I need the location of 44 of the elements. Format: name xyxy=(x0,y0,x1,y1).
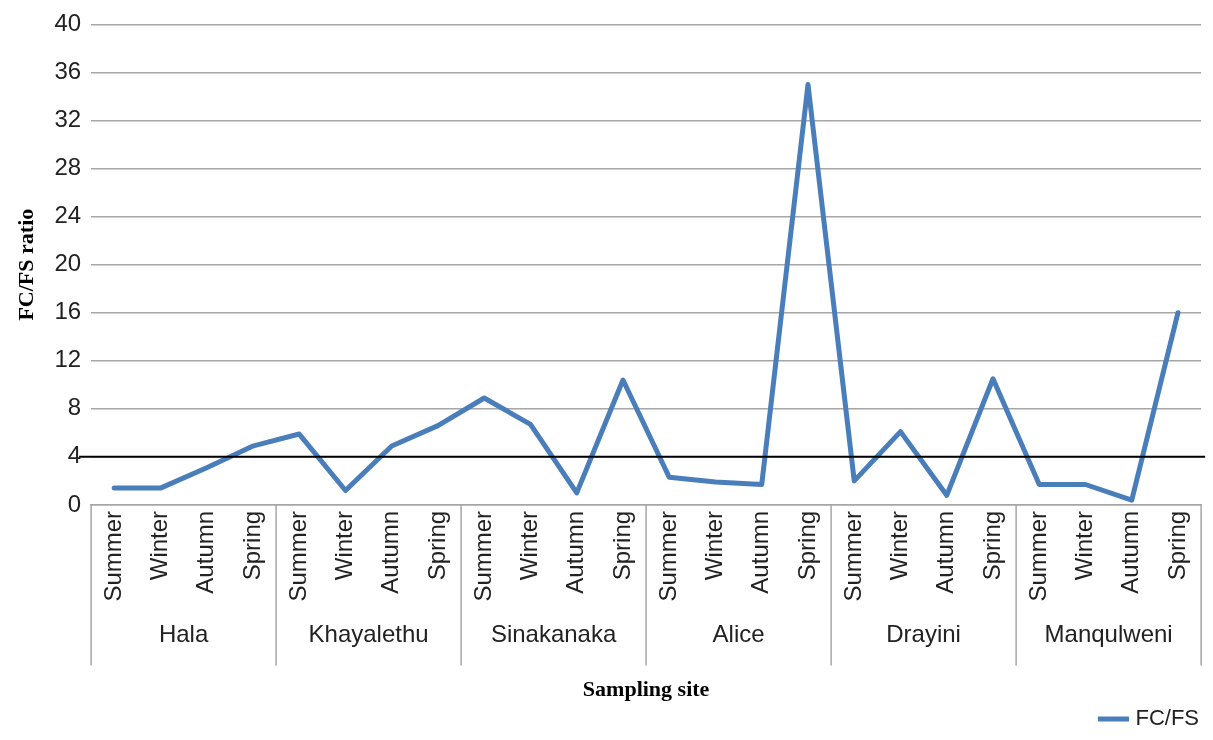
x-tick-label: Winter xyxy=(1070,510,1098,581)
text: Sinakanaka xyxy=(490,620,617,648)
x-tick-label: Winter xyxy=(515,510,543,581)
x-tick-label: Autumn xyxy=(1116,510,1144,594)
x-tick-label: Winter xyxy=(885,510,913,581)
y-axis-title: FC/FS ratio xyxy=(12,208,38,321)
x-tick-label: Autumn xyxy=(376,510,404,594)
x-tick-label: Summer xyxy=(1023,510,1051,602)
y-tick-label: 8 xyxy=(67,393,82,421)
x-tick-label: Spring xyxy=(792,510,820,581)
x-tick-label: Autumn xyxy=(931,510,959,594)
text: Alice xyxy=(712,620,765,648)
y-tick-label: 0 xyxy=(67,489,82,517)
y-tick-label: 20 xyxy=(54,249,82,277)
x-tick-label: Summer xyxy=(283,510,311,602)
x-tick-label: Winter xyxy=(700,510,728,581)
x-tick-label: Spring xyxy=(237,510,265,581)
x-tick-label: Autumn xyxy=(561,510,589,594)
y-tick-label: 28 xyxy=(54,153,82,181)
text: Khayalethu xyxy=(308,620,429,648)
x-axis-title: Sampling site xyxy=(582,676,710,702)
y-tick-label: 40 xyxy=(54,9,82,37)
x-tick-label: Spring xyxy=(422,510,450,581)
x-tick-label: Spring xyxy=(1162,510,1190,581)
x-tick-label: Autumn xyxy=(746,510,774,594)
legend-label: FC/FS xyxy=(1135,705,1200,731)
text: Drayini xyxy=(886,620,961,648)
y-tick-label: 4 xyxy=(67,441,82,469)
x-tick-label: Winter xyxy=(330,510,358,581)
y-tick-label: 32 xyxy=(54,105,82,133)
x-tick-label: Summer xyxy=(838,510,866,602)
x-tick-label: Spring xyxy=(607,510,635,581)
x-tick-label: Summer xyxy=(468,510,496,602)
x-tick-label: Winter xyxy=(145,510,173,581)
y-tick-label: 16 xyxy=(54,297,82,325)
x-tick-label: Autumn xyxy=(191,510,219,594)
y-tick-label: 36 xyxy=(54,57,82,85)
y-tick-label: 12 xyxy=(54,345,82,373)
text: Manqulweni xyxy=(1044,620,1173,648)
y-tick-label: 24 xyxy=(54,201,82,229)
x-tick-label: Summer xyxy=(653,510,681,602)
x-tick-label: Summer xyxy=(98,510,126,602)
text: Hala xyxy=(158,620,209,648)
x-tick-label: Spring xyxy=(977,510,1005,581)
